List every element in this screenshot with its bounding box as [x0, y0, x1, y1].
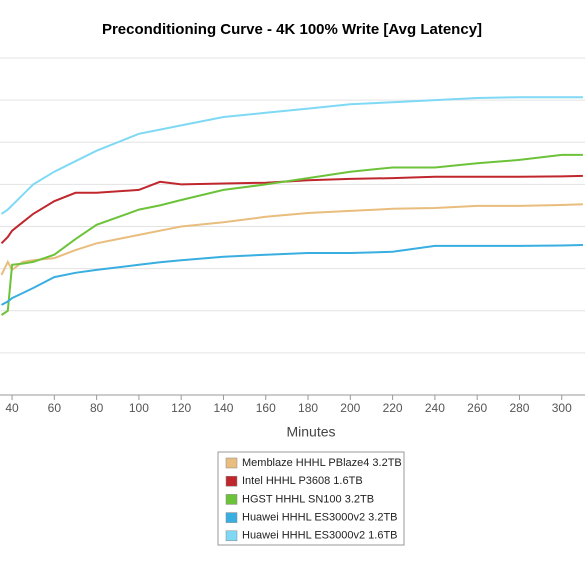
x-tick-label: 300	[552, 401, 572, 415]
legend-label: HGST HHHL SN100 3.2TB	[242, 493, 374, 505]
legend-swatch	[225, 512, 238, 523]
chart-title: Preconditioning Curve - 4K 100% Write [A…	[102, 21, 482, 38]
x-axis-label: Minutes	[286, 424, 335, 440]
x-tick-label: 280	[509, 401, 529, 415]
x-tick-label: 200	[340, 401, 360, 415]
series-line	[0, 174, 583, 245]
x-tick-label: 120	[171, 401, 191, 415]
series-line	[1, 244, 583, 306]
x-tick-label: 180	[298, 401, 318, 415]
series-line	[0, 96, 583, 215]
x-tick-label: 140	[213, 401, 233, 415]
legend-swatch	[225, 494, 238, 505]
x-tick-label: 60	[48, 401, 62, 415]
legend-label: Memblaze HHHL PBlaze4 3.2TB	[242, 457, 402, 469]
legend-box	[217, 451, 405, 546]
legend-label: Huawei HHHL ES3000v2 3.2TB	[242, 512, 398, 524]
x-tick-label: 240	[425, 401, 445, 415]
x-tick-label: 260	[467, 401, 487, 415]
x-tick-label: 80	[90, 401, 104, 415]
legend-label: Intel HHHL P3608 1.6TB	[242, 475, 363, 487]
x-tick-label: 160	[256, 401, 276, 415]
x-tick-label: 220	[383, 401, 403, 415]
legend-swatch	[225, 457, 238, 469]
series-line	[0, 153, 583, 316]
series-line	[0, 203, 583, 276]
x-tick-label: 40	[5, 401, 19, 415]
legend-swatch	[225, 475, 238, 487]
legend-label: Huawei HHHL ES3000v2 1.6TB	[242, 530, 398, 542]
x-tick-label: 100	[129, 401, 149, 415]
legend-swatch	[225, 530, 238, 542]
